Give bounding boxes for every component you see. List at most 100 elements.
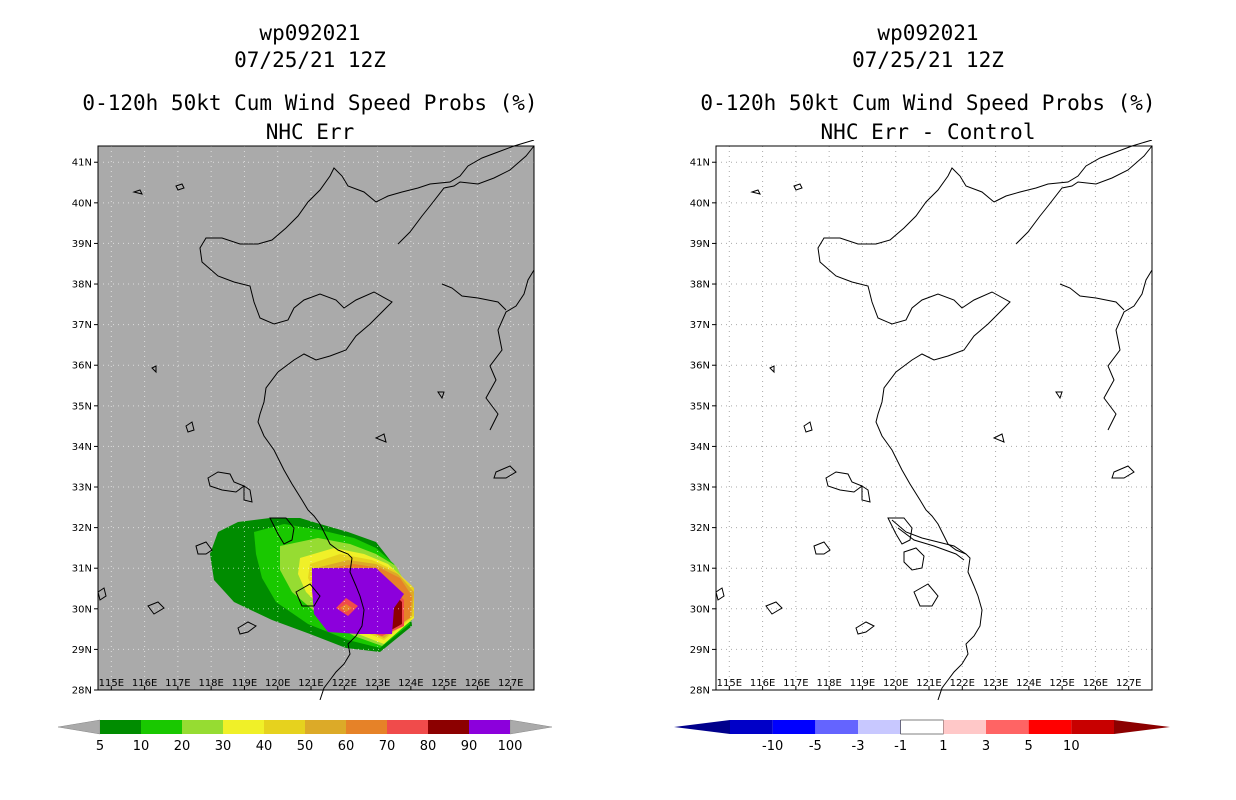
colorbar-label: 40 [256, 739, 273, 754]
lat-label: 29N [72, 645, 92, 656]
colorbar-swatch [387, 720, 428, 734]
right-map-background [715, 145, 1153, 691]
colorbar-high-arrow [509, 719, 553, 735]
colorbar-label: 10 [1063, 739, 1080, 754]
lat-label: 37N [690, 320, 710, 331]
lon-label: 124E [1016, 678, 1041, 689]
lat-label: 39N [690, 239, 710, 250]
lon-label: 122E [950, 678, 975, 689]
lat-label: 41N [690, 158, 710, 169]
lat-label: 38N [72, 280, 92, 291]
lat-label: 35N [690, 401, 710, 412]
lon-label: 119E [232, 678, 257, 689]
lat-label: 36N [72, 361, 92, 372]
right-colorbar: -10 -5 -3 -1 1 3 5 10 [674, 719, 1170, 754]
colorbar-low-arrow [674, 720, 730, 734]
colorbar-label: 50 [297, 739, 314, 754]
lat-label: 40N [690, 198, 710, 209]
river-outline [891, 519, 967, 561]
lat-label: 40N [72, 198, 92, 209]
left-gridlines [98, 146, 534, 690]
lat-label: 34N [690, 442, 710, 453]
colorbar-swatch [223, 720, 264, 734]
lon-label: 122E [332, 678, 357, 689]
colorbar-swatch [986, 720, 1029, 734]
lon-label: 125E [431, 678, 456, 689]
colorbar-label: -5 [809, 739, 822, 754]
lat-label: 31N [690, 564, 710, 575]
colorbar-label: -3 [852, 739, 865, 754]
lon-label: 117E [783, 678, 808, 689]
right-ticks: 41N 40N 39N 38N 37N 36N 35N 34N 33N 32N 31N 30N 29N 2… [690, 158, 1142, 697]
lat-label: 32N [690, 523, 710, 534]
lake-outline [903, 547, 925, 571]
lat-label: 32N [72, 523, 92, 534]
lon-label: 123E [365, 678, 390, 689]
lat-label: 28N [72, 686, 92, 697]
colorbar-swatch [815, 720, 858, 734]
colorbar-swatch [730, 720, 773, 734]
colorbar-swatch [305, 720, 346, 734]
lat-label: 35N [72, 401, 92, 412]
colorbar-swatch [100, 720, 141, 734]
colorbar-label: 80 [420, 739, 437, 754]
colorbar-label: -1 [894, 739, 907, 754]
right-title-product: 0-120h 50kt Cum Wind Speed Probs (%) [700, 91, 1156, 115]
left-title-subtitle: NHC Err [265, 120, 355, 144]
lon-label: 124E [398, 678, 423, 689]
lat-label: 33N [72, 483, 92, 494]
lat-label: 33N [690, 483, 710, 494]
colorbar-swatch [182, 720, 223, 734]
colorbar-label: 100 [498, 739, 523, 754]
colorbar-swatch [1028, 720, 1072, 734]
colorbar-swatch [346, 720, 387, 734]
colorbar-swatch [858, 720, 901, 734]
lon-label: 121E [916, 678, 941, 689]
lon-label: 120E [883, 678, 908, 689]
lon-label: 116E [132, 678, 157, 689]
lat-label: 41N [72, 158, 92, 169]
colorbar-label: -10 [762, 739, 783, 754]
lon-label: 120E [265, 678, 290, 689]
lat-label: 30N [690, 604, 710, 615]
colorbar-label: 90 [461, 739, 478, 754]
right-gridlines [716, 146, 1152, 690]
right-title-id: wp092021 [877, 21, 979, 45]
lon-label: 118E [198, 678, 223, 689]
colorbar-swatch [264, 720, 305, 734]
colorbar-label: 30 [215, 739, 232, 754]
lon-label: 126E [1083, 678, 1108, 689]
lat-label: 31N [72, 564, 92, 575]
lat-label: 28N [690, 686, 710, 697]
left-ticks: 41N 40N 39N 38N 37N 36N 35N 34N 33N 32N 31N 30N 29N 2… [72, 158, 524, 697]
lat-label: 29N [690, 645, 710, 656]
colorbar-label: 1 [939, 739, 947, 754]
lon-label: 118E [816, 678, 841, 689]
colorbar-swatch [772, 720, 816, 734]
colorbar-label: 5 [1025, 739, 1033, 754]
colorbar-swatch [469, 720, 510, 734]
colorbar-label: 10 [133, 739, 150, 754]
lon-label: 117E [165, 678, 190, 689]
lat-label: 34N [72, 442, 92, 453]
lat-label: 37N [72, 320, 92, 331]
right-title-subtitle: NHC Err - Control [820, 120, 1036, 144]
colorbar-label: 20 [174, 739, 191, 754]
center-core [340, 604, 352, 612]
lat-label: 36N [690, 361, 710, 372]
colorbar-low-arrow [57, 719, 101, 735]
left-title-date: 07/25/21 12Z [234, 48, 386, 72]
lon-label: 115E [717, 678, 742, 689]
colorbar-label: 5 [96, 739, 104, 754]
right-map: 41N 40N 39N 38N 37N 36N 35N 34N 33N 32N 31N 30N 29N 2… [690, 140, 1153, 700]
left-colorbar: 5 10 20 30 40 50 60 70 80 90 100 [57, 719, 553, 754]
left-title-id: wp092021 [259, 21, 361, 45]
lon-label: 116E [750, 678, 775, 689]
lat-label: 38N [690, 280, 710, 291]
colorbar-swatch [141, 720, 182, 734]
lon-label: 115E [99, 678, 124, 689]
lon-label: 123E [983, 678, 1008, 689]
lon-label: 127E [498, 678, 523, 689]
colorbar-label: 3 [982, 739, 990, 754]
probability-contours [210, 518, 414, 652]
